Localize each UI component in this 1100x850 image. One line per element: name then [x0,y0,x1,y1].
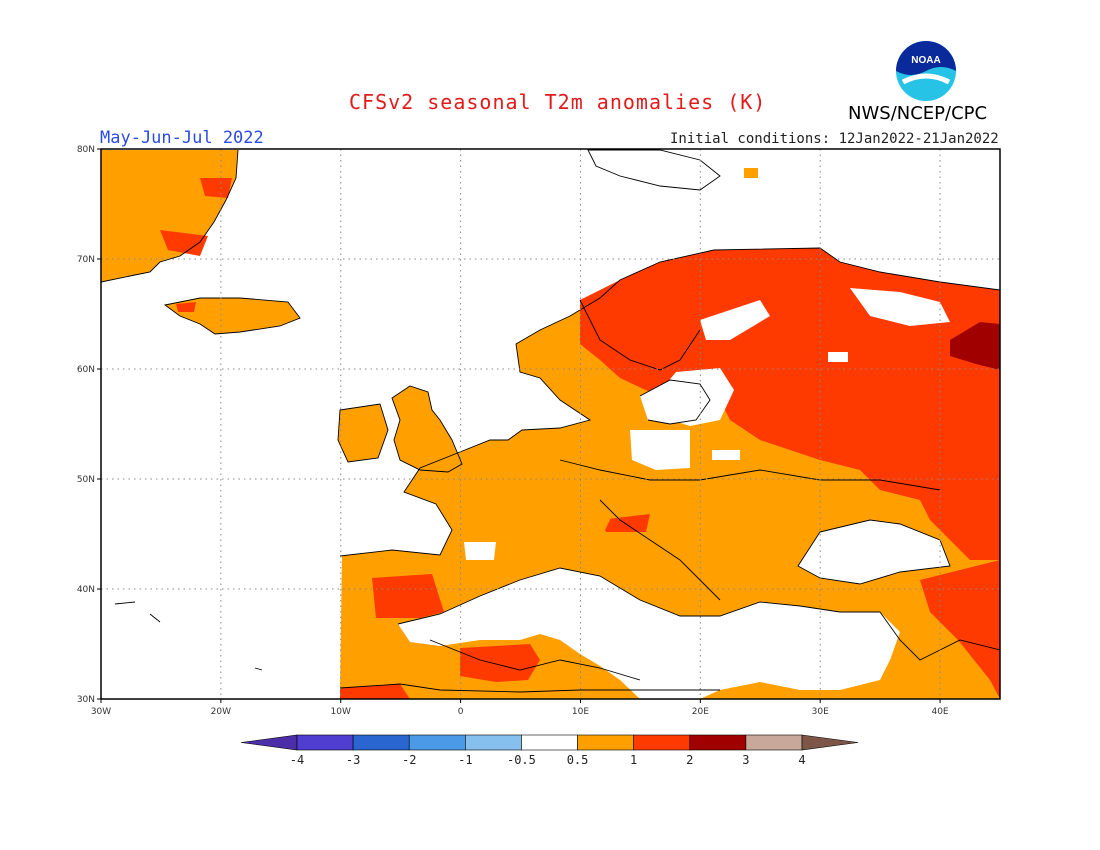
lon-tick-label: 0 [458,707,464,717]
lon-tick-label: 10W [331,707,351,717]
graticule [101,149,1000,699]
legend-label: 3 [742,753,749,767]
legend-arrow-high [801,734,859,751]
lon-tick-label: 30E [812,707,829,717]
legend-label: 4 [798,753,805,767]
lon-tick-label: 40E [931,707,948,717]
agency-label: NWS/NCEP/CPC [848,103,988,124]
legend-label: -1 [458,753,472,767]
coastlines [101,149,1000,693]
lat-tick-label: 70N [77,255,95,265]
svg-text:NOAA: NOAA [911,55,940,66]
legend-swatch [296,734,354,751]
lat-tick-labels: 30N 40N 50N 60N 70N 80N [77,145,101,705]
lon-tick-label: 20E [692,707,709,717]
legend-swatch [745,734,803,751]
lat-tick-label: 30N [77,695,95,705]
legend-arrow-low [240,734,298,751]
legend-swatch [521,734,578,751]
legend-label: -2 [402,753,416,767]
lon-tick-labels: 30W 20W 10W 0 10E 20E 30E 40E [91,699,949,717]
chart-title: CFSv2 seasonal T2m anomalies (K) [349,90,767,114]
legend-swatch [408,734,466,751]
legend-label: 2 [686,753,693,767]
legend-label: -3 [346,753,360,767]
lon-tick-label: 10E [572,707,589,717]
lat-tick-label: 40N [77,585,95,595]
legend-swatch [689,734,747,751]
legend-swatch [465,734,522,751]
period-label: May-Jun-Jul 2022 [100,128,264,148]
legend-swatch [633,734,691,751]
anomaly-map: 30W 20W 10W 0 10E 20E 30E 40E 30N 40N 50N 60N 70N 80… [77,145,1001,717]
lat-tick-label: 80N [77,145,95,155]
map-frame [100,148,1001,700]
legend-label: -0.5 [507,753,536,767]
lat-tick-label: 60N [77,365,95,375]
legend-label: 1 [630,753,637,767]
legend-label: 0.5 [567,753,589,767]
lon-tick-label: 20W [211,707,231,717]
legend-swatch [352,734,410,751]
lat-tick-label: 50N [77,475,95,485]
noaa-logo-icon: NOAA [896,41,956,101]
legend-label: -4 [290,753,304,767]
initial-conditions-label: Initial conditions: 12Jan2022-21Jan2022 [670,131,999,147]
legend-swatch [577,734,634,751]
lon-tick-label: 30W [91,707,111,717]
